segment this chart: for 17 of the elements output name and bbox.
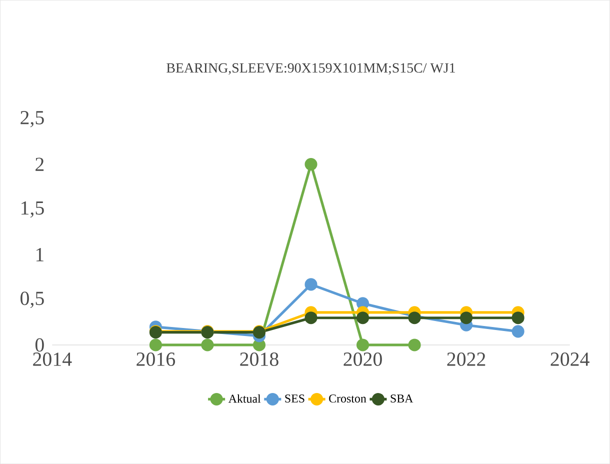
chart-title: BEARING,SLEEVE:90X159X101MM;S15C/ WJ1 — [166, 63, 455, 75]
y-tick-label: 2 — [36, 158, 44, 171]
x-tick-label: 2016 — [136, 352, 176, 366]
y-tick-label: 0,5 — [20, 292, 44, 308]
x-tick-label: 2018 — [240, 352, 278, 366]
legend-label: SBA — [390, 394, 414, 402]
x-tick-label: 2020 — [344, 352, 382, 366]
legend-label: Croston — [329, 394, 366, 402]
x-tick-label: 2024 — [550, 352, 590, 366]
y-tick-label: 1 — [36, 248, 44, 262]
x-tick-label: 2014 — [33, 352, 72, 366]
legend-label: SES — [285, 394, 304, 402]
y-tick-label: 2,5 — [20, 110, 44, 128]
y-tick-label: 1,5 — [22, 201, 44, 218]
legend-label: Aktual — [228, 394, 261, 403]
y-tick-label: 0 — [35, 338, 44, 352]
x-tick-label: 2022 — [447, 352, 486, 366]
